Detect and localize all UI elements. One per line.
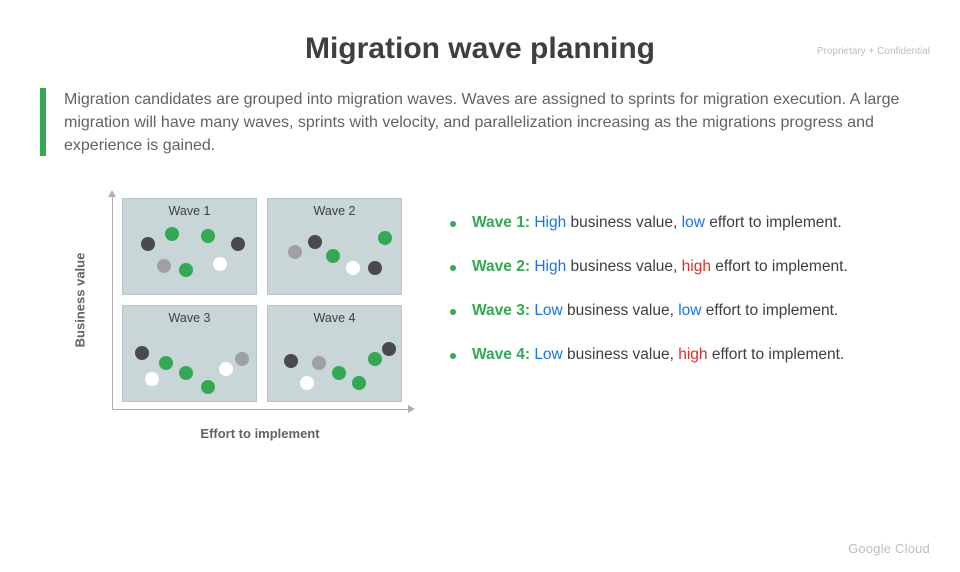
wave-desc-part: low xyxy=(682,214,705,231)
x-axis-label: Effort to implement xyxy=(200,426,319,441)
wave-label: Wave 2: xyxy=(472,258,534,275)
data-point xyxy=(201,380,215,394)
slide: Proprietary + Confidential Migration wav… xyxy=(0,32,960,572)
content-row: Business value Effort to implement Wave … xyxy=(40,192,920,472)
data-point xyxy=(157,259,171,273)
y-axis-label: Business value xyxy=(73,252,88,347)
quadrant-label: Wave 2 xyxy=(268,204,401,218)
x-axis-arrow-icon xyxy=(408,405,415,413)
wave-desc-part: business value, xyxy=(563,346,678,363)
quadrant-label: Wave 4 xyxy=(268,311,401,325)
data-point xyxy=(288,245,302,259)
y-axis-arrow-icon xyxy=(108,190,116,197)
data-point xyxy=(141,237,155,251)
wave-label: Wave 3: xyxy=(472,302,534,319)
quadrant: Wave 1 xyxy=(122,198,257,295)
wave-desc-part: effort to implement. xyxy=(701,302,838,319)
data-point xyxy=(326,249,340,263)
wave-desc-part: effort to implement. xyxy=(711,258,848,275)
waves-list: Wave 1: High business value, low effort … xyxy=(450,192,920,364)
data-point xyxy=(165,227,179,241)
quadrant-label: Wave 1 xyxy=(123,204,256,218)
wave-text: Wave 4: Low business value, high effort … xyxy=(472,346,844,364)
page-title: Migration wave planning xyxy=(40,32,920,66)
brand-label: Google Cloud xyxy=(848,541,930,556)
data-point xyxy=(159,356,173,370)
wave-desc-part: business value, xyxy=(566,258,681,275)
wave-desc-part: Low xyxy=(534,302,562,319)
data-point xyxy=(332,366,346,380)
quadrant: Wave 3 xyxy=(122,305,257,402)
wave-desc-part: high xyxy=(678,346,707,363)
data-point xyxy=(135,346,149,360)
wave-desc-part: effort to implement. xyxy=(708,346,845,363)
intro-row: Migration candidates are grouped into mi… xyxy=(40,88,920,158)
data-point xyxy=(346,261,360,275)
wave-text: Wave 1: High business value, low effort … xyxy=(472,214,842,232)
data-point xyxy=(235,352,249,366)
data-point xyxy=(213,257,227,271)
wave-line: Wave 4: Low business value, high effort … xyxy=(450,346,920,364)
data-point xyxy=(368,261,382,275)
wave-desc-part: High xyxy=(534,214,566,231)
bullet-icon xyxy=(450,265,456,271)
wave-desc-part: effort to implement. xyxy=(705,214,842,231)
wave-desc-part: High xyxy=(534,258,566,275)
data-point xyxy=(368,352,382,366)
data-point xyxy=(312,356,326,370)
quadrants-grid: Wave 1 Wave 2 Wave 3 Wave 4 xyxy=(122,198,402,402)
wave-line: Wave 2: High business value, high effort… xyxy=(450,258,920,276)
wave-label: Wave 1: xyxy=(472,214,534,231)
wave-desc-part: business value, xyxy=(566,214,681,231)
data-point xyxy=(231,237,245,251)
bullet-icon xyxy=(450,221,456,227)
data-point xyxy=(179,366,193,380)
data-point xyxy=(308,235,322,249)
data-point xyxy=(145,372,159,386)
quadrant-label: Wave 3 xyxy=(123,311,256,325)
data-point xyxy=(284,354,298,368)
wave-desc-part: Low xyxy=(534,346,562,363)
quadrant: Wave 2 xyxy=(267,198,402,295)
data-point xyxy=(382,342,396,356)
wave-desc-part: high xyxy=(682,258,711,275)
intro-text: Migration candidates are grouped into mi… xyxy=(64,88,920,158)
data-point xyxy=(219,362,233,376)
bullet-icon xyxy=(450,309,456,315)
data-point xyxy=(378,231,392,245)
wave-desc-part: business value, xyxy=(563,302,678,319)
wave-line: Wave 3: Low business value, low effort t… xyxy=(450,302,920,320)
quadrant-chart: Business value Effort to implement Wave … xyxy=(40,192,420,472)
wave-desc-part: low xyxy=(678,302,701,319)
data-point xyxy=(179,263,193,277)
bullet-icon xyxy=(450,353,456,359)
data-point xyxy=(300,376,314,390)
confidential-label: Proprietary + Confidential xyxy=(817,46,930,57)
quadrant: Wave 4 xyxy=(267,305,402,402)
accent-bar xyxy=(40,88,46,156)
wave-text: Wave 3: Low business value, low effort t… xyxy=(472,302,838,320)
wave-label: Wave 4: xyxy=(472,346,534,363)
data-point xyxy=(352,376,366,390)
data-point xyxy=(201,229,215,243)
wave-line: Wave 1: High business value, low effort … xyxy=(450,214,920,232)
wave-text: Wave 2: High business value, high effort… xyxy=(472,258,848,276)
